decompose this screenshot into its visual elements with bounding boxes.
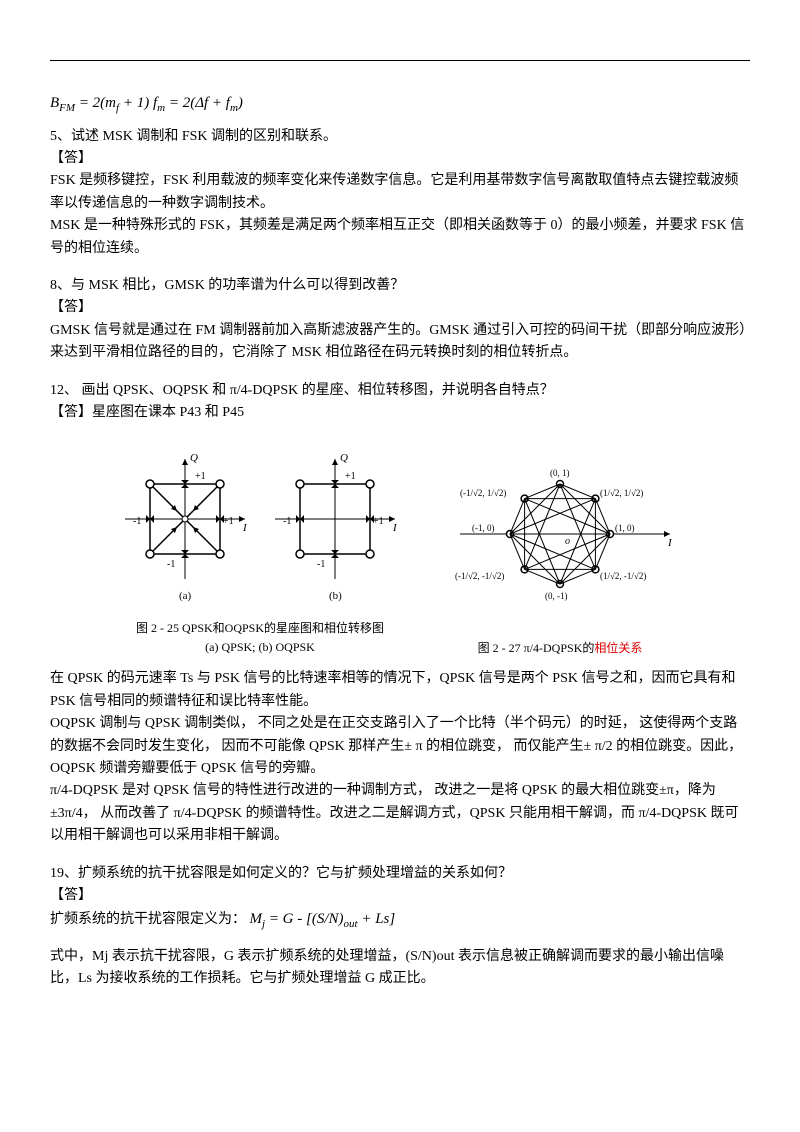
axis-tick: +1 [223,516,234,527]
question-12: 12、 画出 QPSK、OQPSK 和 π/4-DQPSK 的星座、相位转移图，… [50,380,750,848]
formula-text: + Ls] [358,911,396,927]
origin-label: o [565,536,570,547]
question-title: 19、扩频系统的抗干扰容限是如何定义的？它与扩频处理增益的关系如何？ [50,863,750,885]
caption-text-red: 相位关系 [594,641,642,655]
node-label: (1, 0) [615,523,635,533]
axis-tick: +1 [373,516,384,527]
text: 式中，Mj 表示抗干扰容限，G 表示扩频系统的处理增益， [50,949,405,964]
axis-tick: -1 [133,516,141,527]
axis-label: Q [190,452,198,464]
formula-sub: m [230,102,238,114]
qpsk-oqpsk-diagram: Q I [110,444,410,614]
node-label: (-1/√2, 1/√2) [460,488,506,498]
node-label: (-1/√2, -1/√2) [455,571,504,581]
node-label: (1/√2, -1/√2) [600,571,646,581]
sublabel: (a) [179,590,192,602]
axis-label: I [392,522,398,534]
answer-paragraph: MSK 是一种特殊形式的 FSK，其频差是满足两个频率相互正交（即相关函数等于 … [50,215,750,260]
formula-sub: out [437,949,455,964]
axis-tick: -1 [283,516,291,527]
answer-paragraph: GMSK 信号就是通过在 FM 调制器前加入高斯滤波器产生的。GMSK 通过引入… [50,320,750,365]
figure-qpsk-oqpsk: Q I [110,444,410,658]
question-title: 8、与 MSK 相比，GMSK 的功率谱为什么可以得到改善？ [50,275,750,297]
caption-text: (a) QPSK; (b) OQPSK [136,638,384,657]
formula-sub: FM [59,102,75,114]
answer-paragraph: 扩频系统的抗干扰容限定义为： Mj = G - [(S/N)out + Ls] [50,907,750,934]
question-8: 8、与 MSK 相比，GMSK 的功率谱为什么可以得到改善？ 【答】 GMSK … [50,275,750,365]
answer-paragraph: π/4-DQPSK 是对 QPSK 信号的特性进行改进的一种调制方式， 改进之一… [50,780,750,847]
question-5: 5、试述 MSK 调制和 FSK 调制的区别和联系。 【答】 FSK 是频移键控… [50,126,750,260]
formula-text: = 2(m [75,95,116,111]
axis-label: I [667,537,673,549]
figure-pi4dqpsk: I o [430,444,690,658]
text: 扩频系统的抗干扰容限定义为： [50,912,246,927]
answer-paragraph: 式中，Mj 表示抗干扰容限，G 表示扩频系统的处理增益，(S/N)out 表示信… [50,946,750,991]
node-label: (0, 1) [550,468,570,478]
answer-paragraph: 在 QPSK 的码元速率 Ts 与 PSK 信号的比特速率相等的情况下，QPSK… [50,668,750,713]
sublabel: (b) [329,590,342,602]
pi4-diagram: I o [430,444,690,634]
figure-caption: 图 2 - 25 QPSK和OQPSK的星座图和相位转移图 (a) QPSK; … [136,619,384,657]
figure-caption: 图 2 - 27 π/4-DQPSK的相位关系 [478,639,643,658]
question-title: 5、试述 MSK 调制和 FSK 调制的区别和联系。 [50,126,750,148]
axis-label: I [242,522,248,534]
answer-label: 【答】 [50,885,750,907]
answer-paragraph: OQPSK 调制与 QPSK 调制类似， 不同之处是在正交支路引入了一个比特（半… [50,713,750,780]
answer-label: 【答】 [50,148,750,170]
caption-text: 图 2 - 27 π/4-DQPSK的 [478,641,595,655]
axis-tick: -1 [317,559,325,570]
formula-var: M [250,911,263,927]
axis-tick: -1 [167,559,175,570]
formula-var: B [50,95,59,111]
answer-label: 【答】 [50,297,750,319]
answer-paragraph: FSK 是频移键控，FSK 利用载波的频率变化来传递数字信息。它是利用基带数字信… [50,170,750,215]
formula-sub: m [157,102,165,114]
axis-label: Q [340,452,348,464]
node-label: (-1, 0) [472,523,495,533]
formula-text: (S/N) [405,949,436,964]
formula-bfm: BFM = 2(mf + 1) fm = 2(Δf + fm) [50,91,750,118]
axis-tick: +1 [195,471,206,482]
figures-row: Q I [50,444,750,658]
axis-tick: +1 [345,471,356,482]
formula-text: ) [238,95,243,111]
node-label: (0, -1) [545,591,568,601]
answer-label: 【答】星座图在课本 P43 和 P45 [50,402,750,424]
formula-text: = 2(Δf + f [165,95,230,111]
formula-text: = G - [(S/N) [265,911,343,927]
formula-text: + 1) f [119,95,157,111]
node-label: (1/√2, 1/√2) [600,488,643,498]
caption-text: 图 2 - 25 QPSK和OQPSK的星座图和相位转移图 [136,619,384,638]
question-19: 19、扩频系统的抗干扰容限是如何定义的？它与扩频处理增益的关系如何？ 【答】 扩… [50,863,750,991]
question-title: 12、 画出 QPSK、OQPSK 和 π/4-DQPSK 的星座、相位转移图，… [50,380,750,402]
formula-sub: out [344,918,358,930]
page-top-rule [50,60,750,61]
